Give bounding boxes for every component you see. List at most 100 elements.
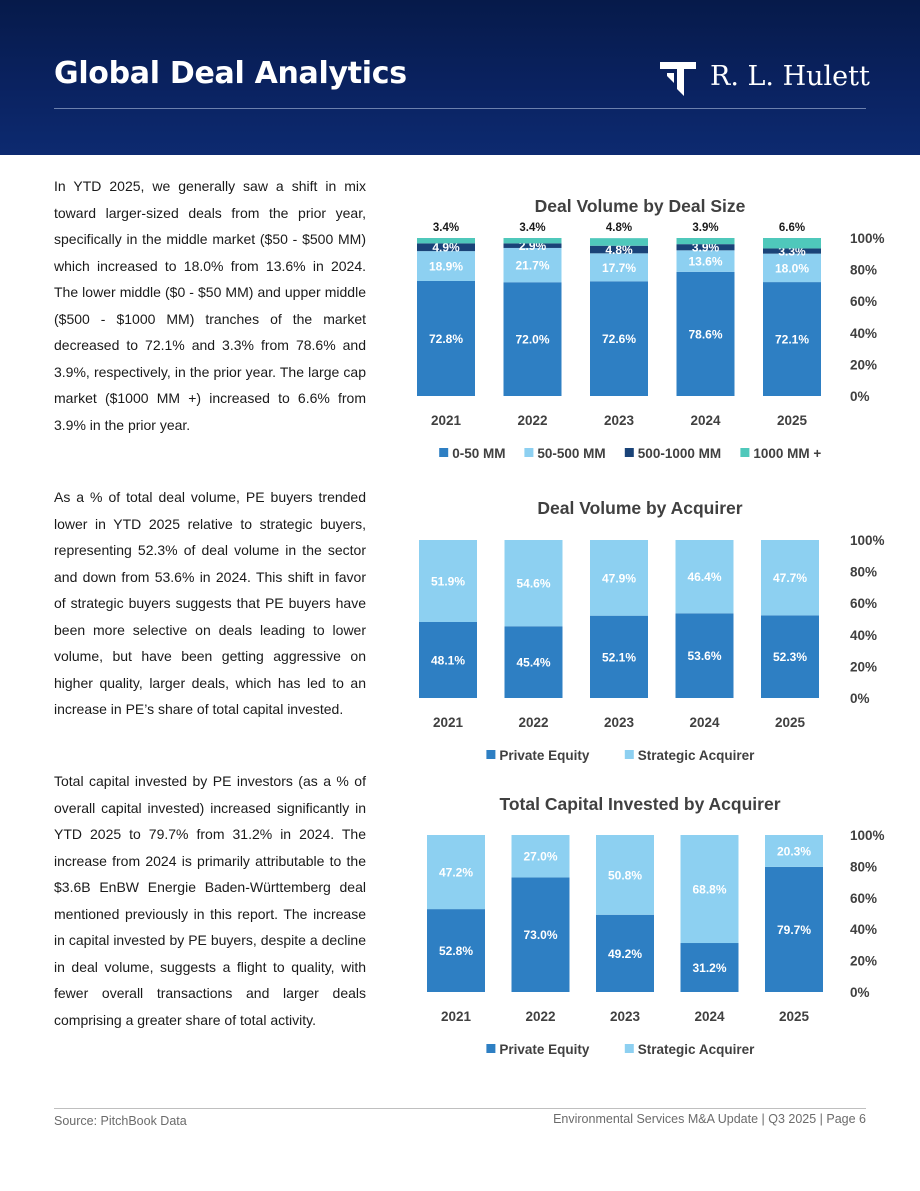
bar-segment <box>763 253 821 283</box>
data-label: 52.1% <box>602 650 636 664</box>
x-tick-label: 2023 <box>604 413 635 428</box>
chart-title: Deal Volume by Deal Size <box>535 196 746 216</box>
legend-label: 1000 MM + <box>753 446 821 461</box>
data-label: 6.6% <box>779 222 805 234</box>
bar-segment <box>419 540 477 623</box>
legend-swatch <box>439 448 449 457</box>
y-tick-label: 40% <box>850 326 877 341</box>
y-tick-label: 0% <box>850 389 870 404</box>
data-label: 72.6% <box>602 332 636 346</box>
body-paragraph-capital-invested: Total capital invested by PE investors (… <box>54 773 366 1028</box>
bar-segment <box>590 238 648 246</box>
bar-segment <box>680 943 739 992</box>
y-tick-label: 100% <box>850 533 885 548</box>
data-label: 50.8% <box>608 868 642 882</box>
y-tick-label: 0% <box>850 691 870 706</box>
x-tick-label: 2024 <box>689 715 720 730</box>
chart-deal-volume-by-acquirer: Deal Volume by Acquirer 0% 20% 40% 60% 80% 100… <box>390 492 910 772</box>
legend-label: Strategic Acquirer <box>638 748 755 763</box>
chart-deal-volume-by-size: Deal Volume by Deal Size 0% 20% 40% 60% 80% 10… <box>390 190 910 470</box>
bar-segment <box>503 243 562 248</box>
data-label: 20.3% <box>777 844 811 858</box>
x-tick-label: 2022 <box>518 715 548 730</box>
logo-mark-icon <box>660 62 696 96</box>
chart-svg: Deal Volume by Deal Size 0% 20% 40% 60% 80% 10… <box>417 196 885 461</box>
y-tick-label: 0% <box>850 985 870 1000</box>
y-tick-label: 80% <box>850 263 877 278</box>
bar-segment <box>417 251 475 281</box>
legend-label: 50-500 MM <box>537 446 605 461</box>
y-tick-label: 60% <box>850 596 877 611</box>
x-tick-label: 2025 <box>779 1009 810 1024</box>
footer-page-info: Environmental Services M&A Update | Q3 2… <box>553 1112 866 1126</box>
y-tick-label: 100% <box>850 231 885 246</box>
footer-divider <box>54 1108 866 1109</box>
bar-segment <box>511 877 570 992</box>
y-tick-label: 80% <box>850 859 877 874</box>
legend-swatch <box>740 448 750 457</box>
x-tick-label: 2024 <box>694 1009 725 1024</box>
body-paragraph-deal-volume: As a % of total deal volume, PE buyers t… <box>54 489 366 717</box>
x-tick-label: 2024 <box>690 413 721 428</box>
chart-svg: Total Capital Invested by Acquirer 0% 20% 4… <box>427 794 885 1057</box>
bar-segment <box>590 253 648 282</box>
data-label: 54.6% <box>516 577 550 591</box>
data-label: 18.0% <box>775 261 809 275</box>
data-label: 18.9% <box>429 260 463 274</box>
data-label: 73.0% <box>523 928 557 942</box>
bar-segment <box>676 271 735 396</box>
bar-segment <box>596 835 654 915</box>
company-logo: R. L. Hulett <box>658 58 870 102</box>
x-tick-label: 2022 <box>525 1009 555 1024</box>
bar-segment <box>590 281 648 396</box>
x-tick-label: 2021 <box>433 715 464 730</box>
bar-segment <box>761 615 819 698</box>
legend-label: 500-1000 MM <box>638 446 721 461</box>
chart-capital-invested-by-acquirer: Total Capital Invested by Acquirer 0% 20% 4… <box>390 788 910 1068</box>
bar-segment <box>417 280 475 396</box>
bar-segment <box>675 613 734 698</box>
bar-segment <box>590 615 648 698</box>
data-label: 45.4% <box>516 656 550 670</box>
bar-segment <box>596 914 654 992</box>
bar-segment <box>504 626 563 698</box>
data-label: 47.7% <box>773 571 807 585</box>
header-divider <box>54 108 866 109</box>
bar-segment <box>427 909 485 992</box>
data-label: 21.7% <box>515 259 549 273</box>
page-header: Global Deal Analytics R. L. Hulett <box>0 0 920 155</box>
y-tick-label: 20% <box>850 659 877 674</box>
bar-segment <box>503 247 562 283</box>
logo-wordmark: R. L. Hulett <box>710 61 870 92</box>
data-label: 72.8% <box>429 332 463 346</box>
data-label: 68.8% <box>692 883 726 897</box>
data-label: 72.0% <box>515 333 549 347</box>
bar-segment <box>680 835 739 944</box>
data-label: 4.8% <box>606 222 632 234</box>
data-label: 46.4% <box>687 570 721 584</box>
legend-swatch <box>624 750 634 759</box>
bar-segment <box>675 540 734 614</box>
data-label: 3.4% <box>519 222 545 234</box>
y-tick-label: 20% <box>850 954 877 969</box>
data-label: 49.2% <box>608 947 642 961</box>
footer-source: Source: PitchBook Data <box>54 1114 187 1128</box>
body-paragraph-deal-size: In YTD 2025, we generally saw a shift in… <box>54 178 366 433</box>
data-label: 79.7% <box>777 923 811 937</box>
data-label: 27.0% <box>523 850 557 864</box>
data-label: 4.8% <box>605 243 633 257</box>
chart-svg: Deal Volume by Acquirer 0% 20% 40% 60% 80% 100… <box>419 498 885 763</box>
bar-segment <box>761 540 819 616</box>
data-label: 17.7% <box>602 261 636 275</box>
data-label: 72.1% <box>775 333 809 347</box>
x-tick-label: 2025 <box>775 715 806 730</box>
y-tick-label: 80% <box>850 565 877 580</box>
bar-segment <box>427 835 485 910</box>
bar-segment <box>763 238 821 249</box>
chart-title: Deal Volume by Acquirer <box>537 498 742 518</box>
data-label: 47.2% <box>439 866 473 880</box>
y-tick-label: 100% <box>850 828 885 843</box>
x-tick-label: 2022 <box>517 413 547 428</box>
legend-label: Private Equity <box>499 748 590 763</box>
page-title: Global Deal Analytics <box>54 56 407 91</box>
